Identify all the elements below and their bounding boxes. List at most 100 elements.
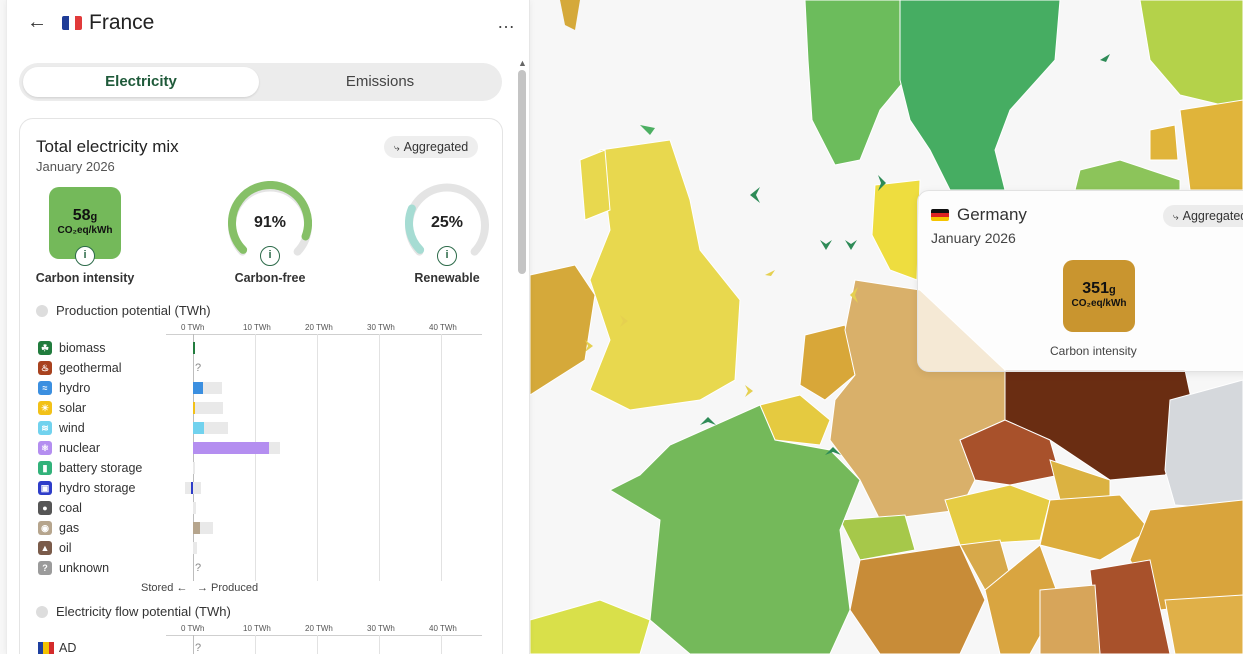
axis-tick-label: 40 TWh xyxy=(429,323,457,332)
map-zone-north-italy xyxy=(849,544,986,654)
gridline xyxy=(255,334,256,581)
renewable-gauge xyxy=(405,183,489,256)
tab-emissions[interactable]: Emissions xyxy=(345,73,415,90)
carbon-intensity-value: 58g xyxy=(72,207,98,224)
map-zone-spain xyxy=(529,599,651,654)
capacity-bar[interactable] xyxy=(193,462,195,474)
map-zone-netherlands xyxy=(799,324,856,401)
capacity-bar[interactable] xyxy=(193,402,223,414)
gridline xyxy=(255,635,256,654)
unknown-value-mark: ? xyxy=(195,642,202,654)
map-zone-ireland xyxy=(529,264,596,396)
map-zone-unknown-east xyxy=(1164,379,1243,511)
production-row-label: geothermal xyxy=(59,361,122,375)
gridline xyxy=(379,334,380,581)
aggregate-icon: ⤷ xyxy=(1173,212,1179,223)
production-row-label: nuclear xyxy=(59,441,100,455)
production-row-label: battery storage xyxy=(59,461,143,475)
map-zone-east-north xyxy=(1179,99,1243,191)
map-zone-bulgaria xyxy=(1164,594,1243,654)
production-bar[interactable] xyxy=(193,522,201,534)
aggregate-icon: ⤷ xyxy=(394,143,400,154)
coal-icon: ● xyxy=(38,501,52,515)
axis-tick-label: 30 TWh xyxy=(367,323,395,332)
aggregated-label: Aggregated xyxy=(403,140,469,154)
info-icon[interactable]: i xyxy=(260,246,280,266)
gridline xyxy=(317,635,318,654)
production-bar[interactable] xyxy=(193,382,203,394)
production-bar[interactable] xyxy=(193,442,269,454)
production-bar[interactable] xyxy=(193,422,204,434)
map-zone-finland xyxy=(1139,0,1243,111)
produced-label: → Produced xyxy=(197,582,259,594)
carbon-intensity-unit: CO₂eq/kWh xyxy=(57,225,113,236)
leaf-icon: ☘ xyxy=(38,341,52,355)
tooltip-zone-name: Germany xyxy=(957,205,1027,224)
capacity-bar[interactable] xyxy=(193,542,197,554)
carbon-free-gauge xyxy=(228,181,312,256)
question-icon: ? xyxy=(38,561,52,575)
map-zone-austria xyxy=(944,484,1051,546)
tooltip-carbon-intensity-unit: CO₂eq/kWh xyxy=(1071,298,1127,309)
production-row-label: gas xyxy=(59,521,80,535)
production-bar[interactable] xyxy=(191,482,194,494)
more-options-icon[interactable]: … xyxy=(497,12,516,32)
battery-icon: ▮ xyxy=(38,461,52,475)
aggregated-button[interactable]: ⤷ Aggregated xyxy=(384,136,479,158)
production-toggle-dot[interactable] xyxy=(36,305,48,317)
flow-toggle-dot[interactable] xyxy=(36,606,48,618)
zone-tooltip: Germany January 2026 ⤷ Aggregated 351g CO… xyxy=(917,190,1243,372)
tooltip-carbon-intensity-box: 351g CO₂eq/kWh xyxy=(1063,260,1135,332)
production-row-label: oil xyxy=(59,541,72,555)
map-zone-scotland-north xyxy=(579,149,611,221)
germany-flag-icon xyxy=(931,209,949,221)
arrow-left-icon[interactable]: ← xyxy=(27,11,47,33)
map-zone-estonia xyxy=(1149,124,1179,161)
renewable-label: Renewable xyxy=(414,271,480,285)
zone-details-panel: ← France … Electricity Emissions ▲ Total… xyxy=(6,0,530,654)
capacity-bar[interactable] xyxy=(193,502,197,514)
sun-icon: ☀ xyxy=(38,401,52,415)
unknown-value-mark: ? xyxy=(195,362,202,374)
map-zone-bosnia xyxy=(1039,584,1101,654)
electricity-emissions-toggle: Electricity Emissions xyxy=(19,63,502,101)
production-bar[interactable] xyxy=(193,342,195,354)
waves-icon: ≈ xyxy=(38,381,52,395)
map-zone-uk xyxy=(589,139,741,411)
scroll-up-icon[interactable]: ▲ xyxy=(518,58,527,68)
storage-capacity-bar[interactable] xyxy=(184,482,193,494)
info-icon[interactable]: i xyxy=(75,246,95,266)
tab-electricity[interactable]: Electricity xyxy=(23,67,259,97)
map-zone-france xyxy=(608,404,861,654)
tooltip-period: January 2026 xyxy=(931,230,1016,246)
flow-row-label: AD xyxy=(59,641,77,654)
flow-title: Electricity flow potential (TWh) xyxy=(56,604,231,619)
production-row-label: wind xyxy=(59,421,85,435)
zone-title: France xyxy=(89,11,155,34)
tooltip-aggregated-button[interactable]: ⤷ Aggregated xyxy=(1163,205,1243,227)
axis-tick-label: 10 TWh xyxy=(243,323,271,332)
info-icon[interactable]: i xyxy=(437,246,457,266)
axis-tick-label: 20 TWh xyxy=(305,323,333,332)
production-row-label: hydro xyxy=(59,381,91,395)
tooltip-aggregated-label: Aggregated xyxy=(1182,209,1243,223)
production-bar[interactable] xyxy=(193,402,196,414)
map-zone-switzerland xyxy=(839,514,916,561)
panel-header: ← France … xyxy=(7,0,529,48)
axis-tick-label: 20 TWh xyxy=(305,624,333,633)
gridline xyxy=(379,635,380,654)
axis-tick-label: 40 TWh xyxy=(429,624,457,633)
axis-tick-label: 0 TWh xyxy=(181,323,205,332)
gridline xyxy=(193,334,194,581)
axis-tick-label: 0 TWh xyxy=(181,624,205,633)
gridline xyxy=(193,635,194,654)
electricity-mix-card: Total electricity mix January 2026 ⤷ Aggr… xyxy=(19,118,503,654)
production-row-label: coal xyxy=(59,501,82,515)
atom-icon: ⚛ xyxy=(38,441,52,455)
production-row-label: biomass xyxy=(59,341,106,355)
capacity-bar[interactable] xyxy=(193,482,202,494)
production-row-label: solar xyxy=(59,401,87,415)
stored-label: Stored ← xyxy=(141,582,188,594)
scrollbar-thumb[interactable] xyxy=(518,70,526,274)
geothermal-icon: ♨ xyxy=(38,361,52,375)
